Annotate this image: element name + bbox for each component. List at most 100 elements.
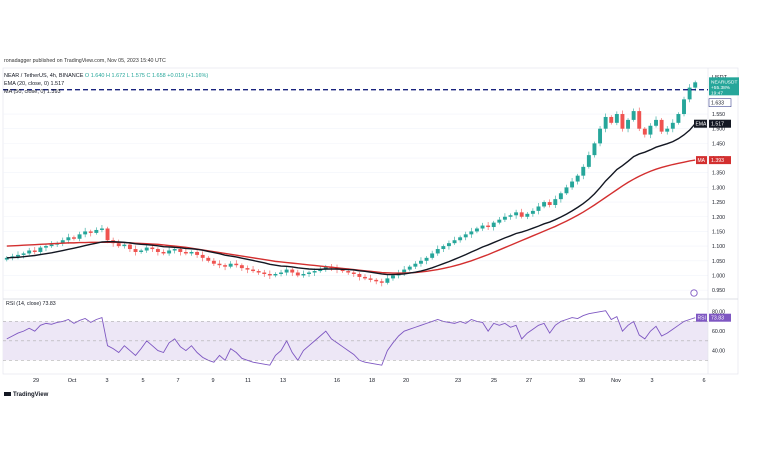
candle [391,275,395,279]
price-tick-label: 1.050 [712,259,725,265]
candle [642,128,647,135]
last-price-bg [709,77,739,96]
legend-ema[interactable]: EMA (20, close, 0) 1.517 [4,81,65,87]
candle [351,272,356,274]
time-tick-label: 6 [702,378,705,384]
candle [88,231,93,233]
candle [206,257,211,261]
time-tick-label: 5 [141,378,144,384]
candle [127,244,132,250]
candle [155,249,160,252]
time-axis: 29 Oct 3 5 7 9 11 13 16 18 20 23 25 27 30 Nov 3 6 [33,378,706,384]
candle [66,237,71,241]
publish-line: ronadagger published on TradingView.com,… [4,58,166,64]
candle [307,272,311,274]
candle [374,279,379,282]
candle [586,155,591,167]
candle [346,271,351,273]
candle [262,272,267,274]
ma-value-bg [709,156,731,165]
brand-name: TradingView [13,392,49,398]
candle [530,210,535,214]
rsi-tick-label: 40.00 [712,349,725,355]
candle [463,234,468,238]
brand-logo: TradingView [4,392,48,398]
time-tick-label: 11 [245,378,251,384]
ema-value-bg [709,119,731,128]
rsi-legend[interactable]: RSI (14, close) 73.83 [6,301,56,307]
tradingview-icon [4,392,11,397]
candle [474,228,479,232]
candle [536,206,541,211]
candle [122,244,127,247]
candle [469,231,474,235]
price-tick-label: 1.500 [712,127,725,133]
candle [682,99,686,115]
candle [290,269,295,273]
candle [570,181,575,188]
rsi-band [3,321,708,361]
candle [279,272,283,274]
countdown-label: 19:47 [711,90,723,96]
candle [245,268,250,270]
candle [480,225,485,229]
candle [105,228,110,241]
time-tick-label: 9 [211,378,214,384]
time-tick-label: 23 [455,378,461,384]
ma-value-label: 1.393 [711,158,724,164]
candle [458,237,463,241]
candle [620,114,625,129]
candle [357,273,362,277]
candle [116,243,121,247]
candle [183,251,188,254]
candle [452,240,457,244]
time-tick-label: 3 [650,378,653,384]
candle [413,263,418,267]
price-tick-label: 1.200 [712,215,725,221]
resistance-label-bg [708,98,732,107]
legend-ohlc: O 1.640 H 1.672 L 1.575 C 1.658 +0.019 (… [84,73,209,79]
candle [659,119,664,132]
candle [430,253,435,258]
candle [223,265,228,267]
price-tick-label: 1.100 [712,244,725,250]
time-tick-label: 30 [579,378,585,384]
rsi-tick-label: 80.00 [712,310,725,316]
candle [99,228,104,230]
candles [4,80,698,287]
candle [547,202,552,206]
time-tick-label: 20 [403,378,409,384]
time-tick-label: Oct [68,378,77,384]
price-tick-label: 1.450 [712,141,725,147]
candle [497,219,502,223]
candle [16,254,20,257]
legend-symbol[interactable]: NEAR / TetherUS, 4h, BINANCE [4,73,84,79]
flag-icon[interactable] [690,289,698,297]
time-tick-label: 13 [280,378,286,384]
rsi-value-label: 73.83 [711,316,724,322]
candle [312,271,317,273]
candle [648,125,653,135]
candle [21,253,26,255]
candle [195,251,200,255]
candle [670,122,675,129]
candle [614,114,619,123]
candle [217,263,222,266]
candle [32,250,37,252]
legend-ma[interactable]: MA (50, close, 0) 1.393 [4,89,61,95]
candle [94,229,99,233]
candle [435,249,440,254]
candle [340,269,345,272]
candle [323,266,328,270]
candle [575,175,580,182]
candle [424,257,429,261]
ma-tag: MA [698,158,706,164]
candle [4,257,9,260]
candle [581,166,586,176]
candle [72,237,76,239]
candle [284,269,289,273]
candle [446,243,451,247]
candle [553,199,558,206]
candle [295,272,300,276]
price-tick-label: 1.350 [712,171,725,177]
